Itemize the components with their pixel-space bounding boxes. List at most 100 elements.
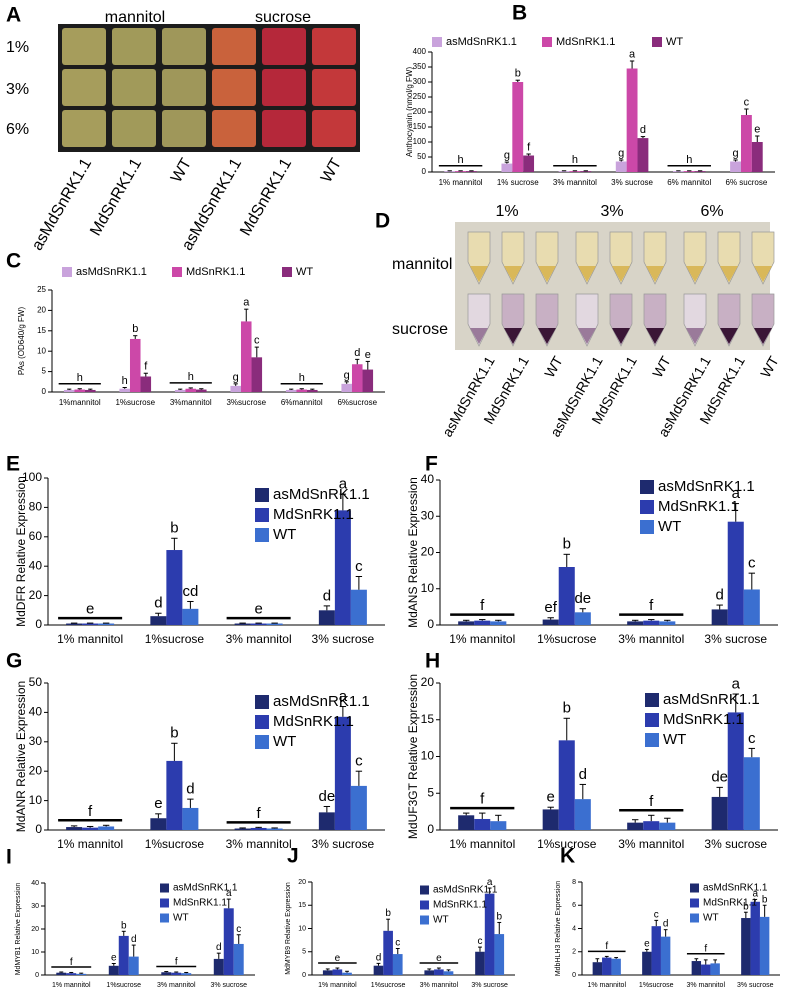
significance-letter: d xyxy=(663,919,669,930)
y-tick-label: 40 xyxy=(31,880,39,887)
y-tick-label: 30 xyxy=(31,903,39,910)
x-tick-label: 3% sucrose xyxy=(210,982,247,989)
bar xyxy=(455,171,467,172)
y-tick-label: 0 xyxy=(35,972,39,979)
bar xyxy=(223,908,234,975)
x-tick-label: 3% sucrose xyxy=(312,837,375,851)
bar xyxy=(490,821,507,830)
significance-letter: h xyxy=(572,154,578,166)
column-header: sucrose xyxy=(255,9,311,26)
significance-letter: a xyxy=(629,49,636,61)
bar xyxy=(185,388,197,392)
column-header: 1% xyxy=(495,203,518,220)
significance-letter: g xyxy=(344,369,350,381)
bar xyxy=(342,972,352,975)
bar xyxy=(759,916,770,975)
y-tick-label: 80 xyxy=(29,500,43,514)
y-tick-label: 2 xyxy=(572,949,576,956)
legend-label: WT xyxy=(273,526,296,543)
significance-letter: h xyxy=(299,372,305,384)
legend-label: MdSnRK1.1 xyxy=(663,711,744,728)
bar xyxy=(458,815,475,830)
strain-label: MdSnRK1.1 xyxy=(87,156,145,239)
legend-label: asMdSnRK1.1 xyxy=(703,883,768,894)
bar xyxy=(266,623,283,625)
bar xyxy=(642,951,652,975)
significance-letter: b xyxy=(132,323,138,335)
x-tick-label: 3% mannitol xyxy=(157,982,196,989)
y-axis-label: PAs (OD640/g FW) xyxy=(17,307,26,376)
bar xyxy=(710,963,720,975)
bar xyxy=(341,383,352,392)
significance-letter: f xyxy=(88,803,93,820)
bar xyxy=(424,970,435,975)
y-tick-label: 40 xyxy=(29,705,43,719)
bar xyxy=(108,965,119,975)
y-tick-label: 0 xyxy=(35,617,42,631)
bar xyxy=(250,827,267,830)
strain-label: MdSnRK1.1 xyxy=(237,156,295,239)
legend-label: MdSnRK1.1 xyxy=(703,898,757,909)
significance-letter: b xyxy=(762,894,768,905)
significance-letter: f xyxy=(649,597,654,614)
legend-swatch xyxy=(172,267,182,277)
legend-label: asMdSnRK1.1 xyxy=(273,486,370,503)
callus-tile xyxy=(312,69,356,106)
legend-swatch xyxy=(255,735,269,749)
strain-label: WT xyxy=(757,353,782,380)
significance-letter: f xyxy=(480,791,485,808)
x-tick-label: 3% sucrose xyxy=(704,837,767,851)
x-tick-label: 1% sucrose xyxy=(497,178,539,187)
legend-swatch xyxy=(160,883,169,893)
bar xyxy=(334,510,351,625)
y-tick-label: 20 xyxy=(421,545,435,559)
tube-liquid xyxy=(538,328,556,344)
bar xyxy=(181,973,192,975)
y-tick-label: 30 xyxy=(29,734,43,748)
y-tick-label: 300 xyxy=(413,77,427,86)
x-tick-label: 1% mannitol xyxy=(57,632,123,646)
y-tick-label: 250 xyxy=(413,92,427,101)
bar xyxy=(574,799,591,830)
panel-label: D xyxy=(375,210,390,233)
significance-letter: e xyxy=(86,601,94,618)
significance-letter: b xyxy=(385,908,391,919)
y-tick-label: 15 xyxy=(421,712,435,726)
bar xyxy=(711,796,728,830)
significance-letter: de xyxy=(574,590,591,607)
legend-label: WT xyxy=(433,915,449,926)
significance-letter: c xyxy=(254,335,260,347)
y-axis-label: MdUF3GT Relative Expression xyxy=(406,674,420,839)
callus-tile xyxy=(162,110,206,147)
bar xyxy=(150,818,167,830)
legend-swatch xyxy=(62,267,72,277)
legend-label: asMdSnRK1.1 xyxy=(433,885,498,896)
significance-letter: d xyxy=(579,766,587,783)
significance-letter: d xyxy=(323,587,331,604)
tube-liquid xyxy=(538,266,556,282)
bar xyxy=(161,972,172,975)
y-tick-label: 20 xyxy=(298,879,306,886)
bar xyxy=(574,612,591,625)
significance-letter: e xyxy=(365,349,371,361)
callus-tile xyxy=(62,69,106,106)
bar xyxy=(474,620,491,625)
bar xyxy=(434,969,444,975)
tube-liquid xyxy=(720,266,738,282)
tube-liquid xyxy=(578,328,596,344)
x-tick-label: 1% mannitol xyxy=(449,632,515,646)
bar xyxy=(569,171,581,172)
x-tick-label: 1%mannitol xyxy=(59,398,101,407)
bar xyxy=(711,609,728,625)
bar xyxy=(672,171,684,172)
bar xyxy=(318,610,335,625)
bar xyxy=(750,901,760,975)
bar xyxy=(558,740,575,830)
y-tick-label: 10 xyxy=(421,581,435,595)
significance-letter: d xyxy=(640,124,646,136)
y-tick-label: 20 xyxy=(421,675,435,689)
y-tick-label: 15 xyxy=(298,902,306,909)
x-tick-label: 3% sucrose xyxy=(737,982,774,989)
bar xyxy=(63,389,75,392)
legend-swatch xyxy=(645,733,659,747)
